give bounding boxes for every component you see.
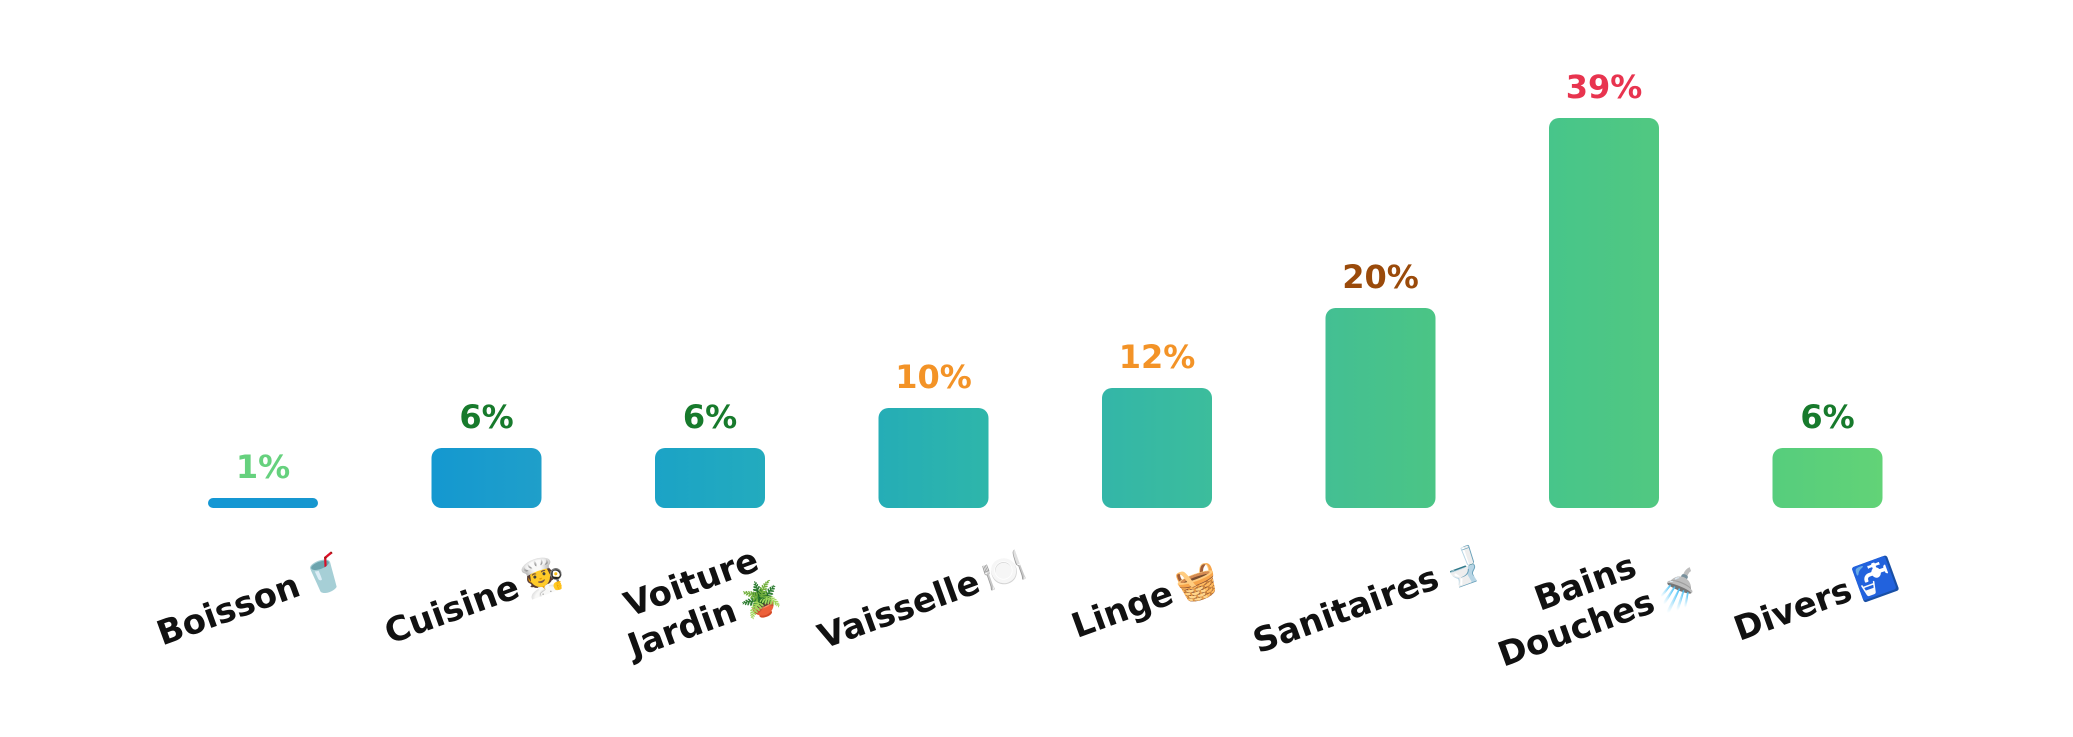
- bars: [208, 118, 1883, 508]
- category-label: Divers🚰: [1729, 554, 1903, 650]
- value-labels: 1% 6% 6% 10% 12% 20% 39% 6%: [236, 68, 1855, 486]
- value-label: 12%: [1119, 338, 1196, 376]
- value-label: 39%: [1566, 68, 1643, 106]
- category-emoji-icon: 🥤: [297, 549, 350, 601]
- value-label: 20%: [1342, 258, 1419, 296]
- value-label: 1%: [236, 448, 290, 486]
- category-label-line: Sanitaires🚽: [1248, 541, 1490, 662]
- category-label: Boisson🥤: [152, 549, 351, 654]
- category-emoji-icon: 🧺: [1171, 557, 1224, 609]
- category-emoji-icon: 🚿: [1652, 565, 1705, 617]
- category-label-line: Linge🧺: [1066, 557, 1224, 647]
- value-label: 10%: [895, 358, 972, 396]
- category-label: Vaisselle🍽️: [813, 546, 1031, 658]
- category-label: Sanitaires🚽: [1248, 541, 1490, 662]
- bar-boisson: [208, 498, 318, 508]
- category-label-line: Boisson🥤: [152, 549, 351, 654]
- value-label: 6%: [1800, 398, 1854, 436]
- bar-voiture-jardin: [655, 448, 765, 508]
- category-emoji-icon: 🍽️: [977, 546, 1030, 598]
- category-emoji-icon: 🚽: [1436, 541, 1489, 593]
- category-label-line: Cuisine🧑‍🍳: [379, 551, 570, 653]
- category-label-line: Divers🚰: [1729, 554, 1903, 650]
- bar-divers: [1772, 448, 1883, 508]
- category-label: Cuisine🧑‍🍳: [379, 551, 570, 653]
- category-label: Linge🧺: [1066, 557, 1224, 647]
- category-label-line: Vaisselle🍽️: [813, 546, 1031, 658]
- value-label: 6%: [683, 398, 737, 436]
- value-label: 6%: [459, 398, 513, 436]
- bar-sanitaires: [1325, 308, 1436, 508]
- category-emoji-icon: 🚰: [1849, 554, 1902, 606]
- bar-vaisselle: [878, 408, 989, 508]
- category-emoji-icon: 🧑‍🍳: [517, 551, 570, 603]
- bar-cuisine: [431, 448, 542, 508]
- bar-bains-douches: [1549, 118, 1659, 508]
- bar-linge: [1102, 388, 1212, 508]
